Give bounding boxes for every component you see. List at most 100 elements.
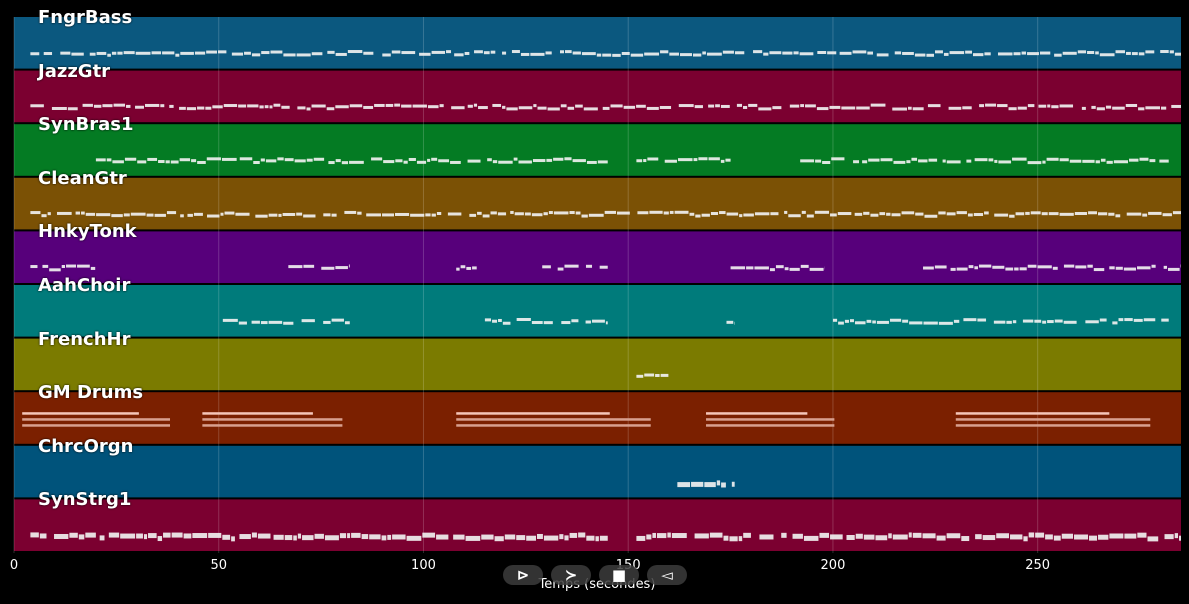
note bbox=[516, 535, 526, 541]
note bbox=[1109, 533, 1124, 539]
note bbox=[41, 214, 47, 218]
note bbox=[257, 533, 271, 539]
note-bar bbox=[706, 412, 808, 415]
note bbox=[1054, 53, 1062, 57]
stop-button[interactable]: ■ bbox=[599, 565, 639, 585]
note bbox=[1131, 52, 1138, 56]
note bbox=[621, 51, 630, 55]
note bbox=[564, 50, 572, 54]
note bbox=[1075, 265, 1087, 269]
note bbox=[1063, 320, 1077, 324]
note bbox=[511, 50, 520, 54]
note bbox=[1025, 211, 1030, 215]
note bbox=[1109, 266, 1115, 270]
note bbox=[247, 104, 259, 108]
note bbox=[1148, 211, 1162, 215]
note bbox=[985, 103, 997, 107]
note bbox=[284, 158, 294, 162]
note bbox=[361, 534, 369, 540]
note bbox=[909, 321, 923, 325]
note bbox=[993, 320, 1006, 324]
note bbox=[1042, 320, 1047, 324]
forward-button[interactable]: ≻ bbox=[551, 565, 591, 585]
note bbox=[726, 212, 739, 216]
note bbox=[391, 50, 401, 54]
note bbox=[383, 160, 395, 164]
note bbox=[992, 265, 1005, 269]
note bbox=[708, 104, 715, 108]
note-bar bbox=[706, 424, 835, 427]
note bbox=[465, 535, 481, 541]
note bbox=[61, 265, 66, 269]
note bbox=[273, 534, 284, 540]
note bbox=[157, 536, 163, 542]
note bbox=[71, 52, 84, 56]
note-bar bbox=[456, 418, 651, 421]
note bbox=[723, 535, 729, 541]
note bbox=[518, 106, 533, 110]
note bbox=[467, 159, 481, 163]
note bbox=[1006, 320, 1012, 324]
note bbox=[99, 535, 105, 541]
note bbox=[341, 161, 349, 165]
note bbox=[585, 264, 593, 268]
note bbox=[208, 532, 222, 538]
note bbox=[1145, 106, 1160, 110]
note bbox=[474, 50, 483, 54]
note bbox=[453, 534, 465, 540]
note bbox=[1081, 106, 1086, 110]
note bbox=[357, 211, 362, 215]
note bbox=[888, 533, 892, 539]
note bbox=[902, 51, 914, 55]
note bbox=[1059, 104, 1074, 108]
note bbox=[560, 104, 567, 108]
note bbox=[693, 158, 698, 162]
note bbox=[431, 157, 438, 161]
note bbox=[349, 104, 363, 108]
note bbox=[126, 104, 131, 108]
note bbox=[1062, 51, 1077, 55]
note bbox=[1098, 534, 1109, 540]
note bbox=[238, 321, 247, 325]
note bbox=[283, 321, 294, 325]
note bbox=[107, 53, 111, 57]
note bbox=[1017, 106, 1027, 110]
note bbox=[709, 532, 723, 538]
note bbox=[478, 106, 488, 110]
note bbox=[956, 267, 968, 271]
play-button[interactable]: ⊳ bbox=[503, 565, 543, 585]
note bbox=[180, 51, 194, 55]
note bbox=[220, 212, 224, 216]
note bbox=[1012, 320, 1017, 324]
note bbox=[567, 106, 575, 110]
track-label: GM Drums bbox=[38, 382, 144, 404]
note bbox=[996, 533, 1010, 539]
note bbox=[1133, 318, 1143, 322]
note bbox=[259, 105, 264, 109]
note-bar bbox=[202, 412, 313, 415]
note bbox=[179, 106, 186, 110]
note bbox=[961, 536, 970, 542]
note bbox=[1099, 53, 1115, 57]
note bbox=[644, 373, 655, 377]
note bbox=[1151, 264, 1156, 268]
note bbox=[1106, 160, 1113, 164]
note bbox=[876, 320, 889, 324]
note bbox=[830, 534, 843, 540]
note bbox=[708, 157, 720, 161]
note bbox=[692, 53, 702, 57]
note bbox=[1091, 105, 1096, 109]
note-bar bbox=[202, 418, 343, 421]
note bbox=[1087, 264, 1093, 268]
note bbox=[758, 107, 772, 111]
note-bar bbox=[955, 424, 1151, 427]
note bbox=[456, 267, 460, 271]
back-button[interactable]: ◅ bbox=[647, 565, 687, 585]
note bbox=[154, 213, 166, 217]
note bbox=[494, 536, 504, 542]
note bbox=[1059, 158, 1069, 162]
note bbox=[1097, 212, 1108, 216]
note bbox=[854, 321, 866, 325]
note bbox=[518, 160, 532, 164]
note bbox=[1112, 106, 1125, 110]
